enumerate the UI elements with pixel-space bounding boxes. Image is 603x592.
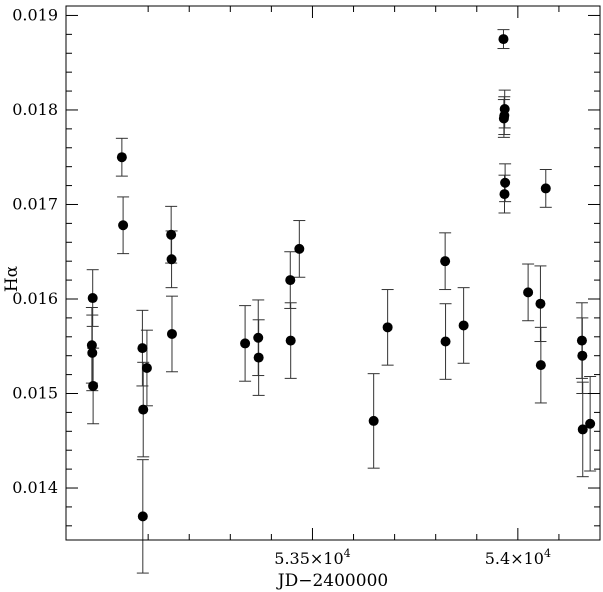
x-axis-label: JD−2400000 <box>276 571 388 591</box>
data-points <box>86 34 596 522</box>
x-tick-exponent: 4 <box>344 547 351 560</box>
data-point <box>440 256 451 267</box>
axis-ticks <box>66 6 601 540</box>
data-point <box>285 275 296 286</box>
data-point <box>87 293 98 304</box>
data-point <box>585 418 596 429</box>
data-point <box>240 338 251 349</box>
y-tick-label: 0.018 <box>12 100 58 119</box>
data-point <box>166 328 177 339</box>
data-point <box>253 332 264 343</box>
data-point <box>382 322 393 333</box>
data-point <box>540 183 551 194</box>
y-tick-label: 0.019 <box>12 5 58 24</box>
data-point <box>577 424 588 435</box>
data-point <box>137 511 148 522</box>
data-point <box>141 362 152 373</box>
y-axis-label: Hα <box>2 265 22 292</box>
data-point <box>535 360 546 371</box>
data-point <box>500 177 511 188</box>
error-bars <box>85 29 597 574</box>
y-tick-label: 0.016 <box>12 289 58 308</box>
data-point <box>535 298 546 309</box>
data-point <box>87 347 98 358</box>
x-tick-mantissa: 5.35 <box>274 549 310 568</box>
data-point <box>577 350 588 361</box>
data-point <box>116 152 127 163</box>
data-point <box>576 335 587 346</box>
data-point <box>458 320 469 331</box>
y-tick-labels: 0.014 0.015 0.016 0.017 0.018 0.019 <box>12 5 58 497</box>
data-point <box>88 380 99 391</box>
data-point <box>86 340 97 351</box>
x-tick-exponent: 4 <box>544 547 551 560</box>
data-point <box>523 287 534 298</box>
y-tick-label: 0.015 <box>12 384 58 403</box>
data-point <box>253 352 264 363</box>
data-point <box>118 220 129 231</box>
data-point <box>166 254 177 265</box>
x-tick-label: 5.4×104 <box>485 547 551 568</box>
plot-frame <box>65 5 601 541</box>
x-tick-labels: 5.35×104 5.4×104 <box>274 547 551 568</box>
data-point <box>294 243 305 254</box>
y-tick-label: 0.017 <box>12 194 58 213</box>
data-point <box>138 404 149 415</box>
data-point <box>440 336 451 347</box>
data-point <box>166 229 177 240</box>
x-tick-mantissa: 5.4 <box>485 549 510 568</box>
data-point <box>499 189 510 200</box>
x-tick-label: 5.35×104 <box>274 547 350 568</box>
data-point <box>137 343 148 354</box>
data-point <box>499 104 510 115</box>
y-tick-label: 0.014 <box>12 478 58 497</box>
data-point <box>498 34 509 45</box>
data-point <box>285 335 296 346</box>
data-point <box>368 415 379 426</box>
